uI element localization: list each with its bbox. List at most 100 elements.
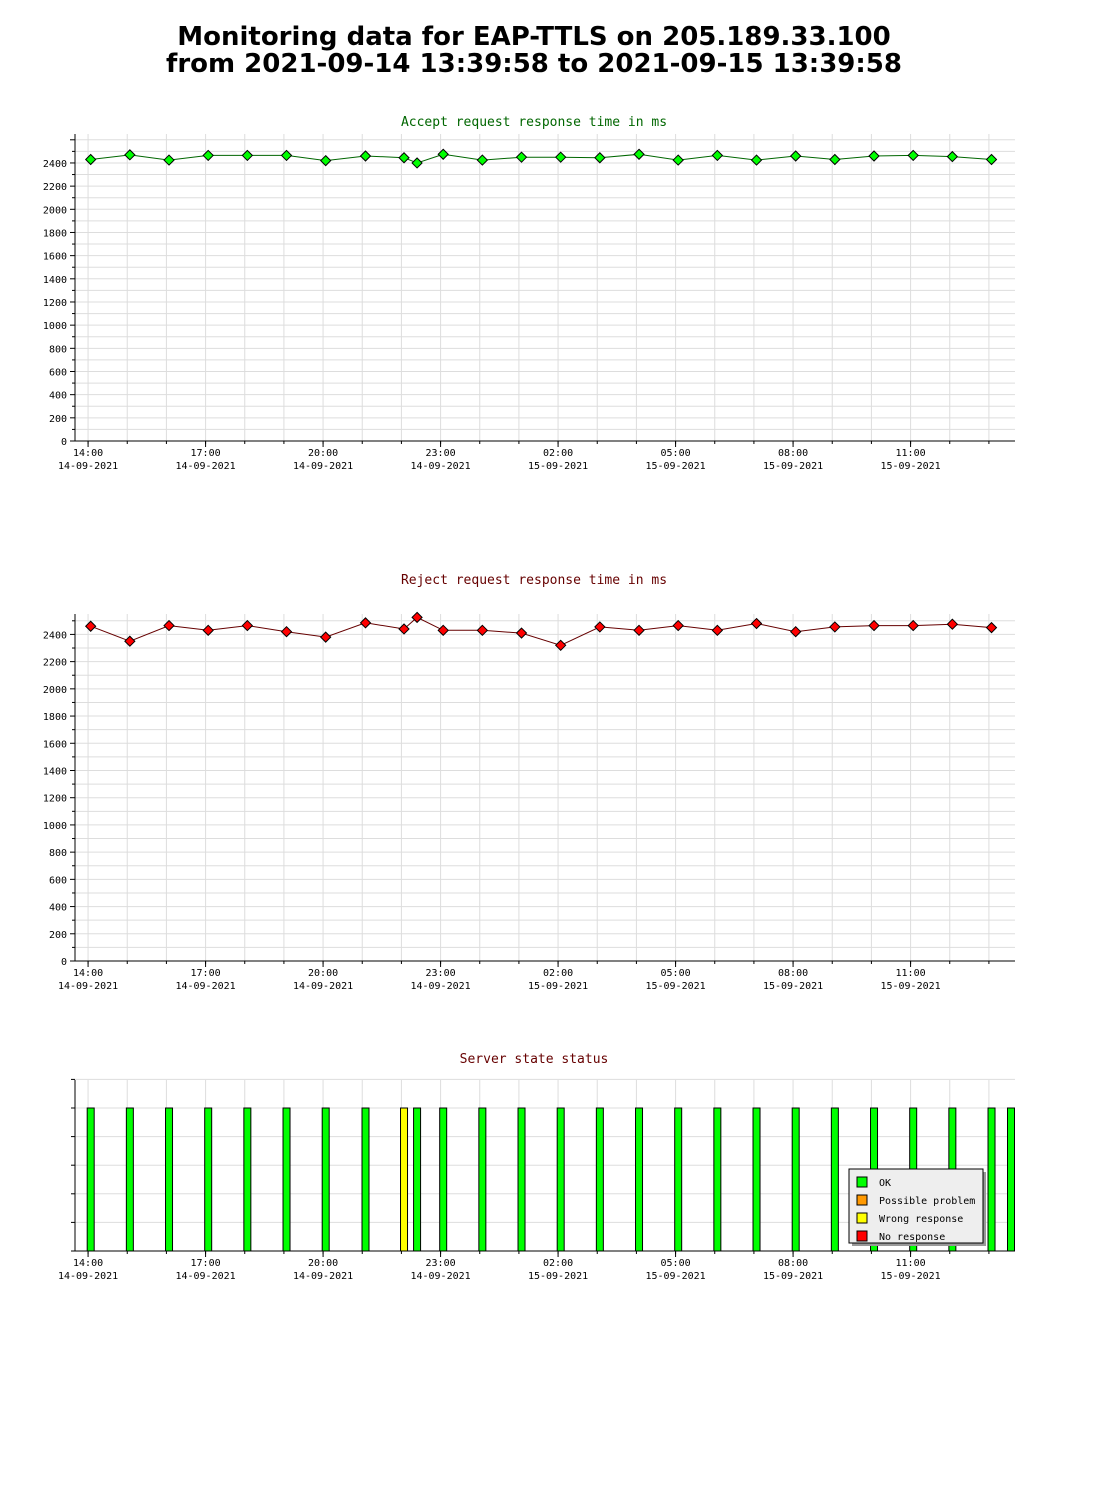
x-tick-label-time: 20:00	[308, 1258, 338, 1269]
status-bar	[361, 1107, 370, 1252]
y-tick-label: 0	[61, 437, 67, 448]
series-line	[90, 616, 992, 646]
page-title: Monitoring data for EAP-TTLS on 205.189.…	[0, 24, 1068, 78]
status-bar	[987, 1107, 996, 1252]
data-point-marker	[241, 619, 254, 632]
data-point-marker	[359, 150, 372, 162]
y-tick-label: 1000	[43, 321, 67, 332]
y-tick-label: 1800	[43, 712, 67, 723]
data-point-marker	[594, 152, 606, 164]
data-point-marker	[672, 154, 684, 166]
data-point-marker	[280, 149, 293, 162]
data-point-marker	[554, 639, 567, 652]
data-point-marker	[411, 611, 423, 624]
x-tick-label-time: 11:00	[896, 1258, 926, 1269]
x-tick-label-time: 14:00	[73, 968, 103, 979]
server-state-status-chart: Server state status 14:00 14-09-2021 17:00 1…	[58, 1052, 1015, 1282]
status-bar	[674, 1107, 683, 1252]
x-tick-label-time: 02:00	[543, 968, 573, 979]
data-point-marker	[437, 148, 449, 160]
chart-title: Accept request response time in ms	[401, 115, 667, 130]
data-point-marker	[280, 625, 293, 638]
status-bar	[125, 1107, 134, 1252]
status-bar	[556, 1107, 565, 1252]
data-point-marker	[124, 635, 136, 647]
x-tick-label-date: 14-09-2021	[410, 1271, 470, 1282]
y-tick-label: 1800	[43, 228, 67, 239]
x-tick-label-time: 23:00	[426, 448, 456, 459]
y-tick-label: 2200	[43, 658, 67, 669]
y-tick-label: 1400	[43, 275, 67, 286]
data-point-marker	[515, 627, 528, 639]
status-bar	[635, 1107, 644, 1252]
status-bar	[439, 1107, 448, 1252]
status-bar	[400, 1107, 409, 1252]
y-tick-label: 1400	[43, 766, 67, 777]
status-bar	[1007, 1107, 1015, 1252]
y-tick-label: 1200	[43, 794, 67, 805]
status-bar	[165, 1107, 174, 1252]
data-point-marker	[319, 631, 332, 643]
y-tick-label: 1200	[43, 298, 67, 309]
legend-swatch	[856, 1194, 868, 1206]
x-tick-label-time: 05:00	[661, 1258, 691, 1269]
data-point-marker	[554, 151, 567, 163]
data-point-marker	[515, 151, 528, 163]
y-tick-label: 2000	[43, 205, 67, 216]
data-point-marker	[907, 149, 919, 162]
data-point-marker	[359, 617, 372, 629]
y-tick-label: 2400	[43, 159, 67, 170]
x-tick-label-time: 14:00	[73, 448, 103, 459]
x-tick-label-date: 15-09-2021	[763, 1271, 823, 1282]
x-tick-label-time: 08:00	[778, 1258, 808, 1269]
x-tick-label-time: 05:00	[661, 968, 691, 979]
data-point-marker	[594, 621, 606, 633]
x-tick-label-date: 15-09-2021	[645, 461, 705, 472]
data-point-marker	[829, 621, 841, 633]
status-bar	[321, 1107, 330, 1252]
data-point-marker	[163, 154, 175, 166]
status-bar	[791, 1107, 800, 1252]
y-tick-label: 600	[49, 875, 67, 886]
x-tick-label-time: 08:00	[778, 448, 808, 459]
x-tick-label-time: 08:00	[778, 968, 808, 979]
y-tick-label: 400	[49, 391, 67, 402]
x-tick-label-time: 14:00	[73, 1258, 103, 1269]
status-bar	[830, 1107, 839, 1252]
y-tick-label: 0	[61, 957, 67, 968]
y-tick-label: 1000	[43, 821, 67, 832]
page-title-line-2: from 2021-09-14 13:39:58 to 2021-09-15 1…	[166, 49, 902, 79]
legend-label: Possible problem	[879, 1196, 975, 1207]
y-tick-label: 800	[49, 848, 67, 859]
data-point-marker	[750, 154, 763, 166]
status-bar	[752, 1107, 761, 1252]
data-point-marker	[672, 619, 684, 632]
x-tick-label-date: 15-09-2021	[528, 981, 588, 992]
data-point-marker	[319, 154, 332, 167]
x-tick-label-time: 20:00	[308, 968, 338, 979]
x-tick-label-date: 15-09-2021	[880, 981, 940, 992]
x-tick-label-date: 14-09-2021	[58, 461, 118, 472]
status-bar	[713, 1107, 722, 1252]
x-tick-label-time: 20:00	[308, 448, 338, 459]
x-tick-label-time: 17:00	[191, 968, 221, 979]
x-tick-label-date: 15-09-2021	[528, 1271, 588, 1282]
data-point-marker	[633, 624, 645, 637]
x-tick-label-date: 15-09-2021	[763, 981, 823, 992]
status-bar	[282, 1107, 291, 1252]
data-point-marker	[476, 154, 489, 166]
data-point-marker	[84, 153, 97, 166]
data-point-marker	[985, 621, 998, 634]
data-point-marker	[437, 624, 449, 637]
data-point-marker	[711, 624, 724, 637]
x-tick-label-date: 14-09-2021	[410, 981, 470, 992]
x-tick-label-date: 14-09-2021	[175, 1271, 235, 1282]
x-tick-label-date: 15-09-2021	[763, 461, 823, 472]
status-bar	[243, 1107, 252, 1252]
x-tick-label-time: 17:00	[191, 448, 221, 459]
data-point-marker	[241, 149, 254, 162]
x-tick-label-time: 23:00	[426, 968, 456, 979]
x-tick-label-time: 11:00	[896, 448, 926, 459]
x-tick-label-date: 14-09-2021	[293, 981, 353, 992]
chart-title: Server state status	[460, 1052, 609, 1067]
